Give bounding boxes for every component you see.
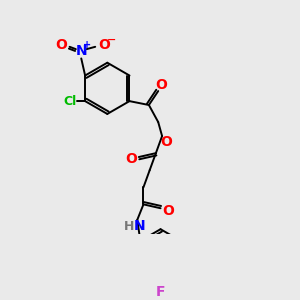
Text: N: N xyxy=(75,44,87,58)
Text: O: O xyxy=(55,38,67,52)
Text: +: + xyxy=(83,40,92,50)
Text: H: H xyxy=(124,220,135,232)
Text: N: N xyxy=(134,219,146,233)
Text: −: − xyxy=(107,35,116,45)
Text: O: O xyxy=(160,135,172,149)
Text: O: O xyxy=(162,204,174,218)
Text: F: F xyxy=(156,285,165,299)
Text: O: O xyxy=(155,78,167,92)
Text: O: O xyxy=(98,38,110,52)
Text: Cl: Cl xyxy=(63,94,76,108)
Text: O: O xyxy=(125,152,137,166)
